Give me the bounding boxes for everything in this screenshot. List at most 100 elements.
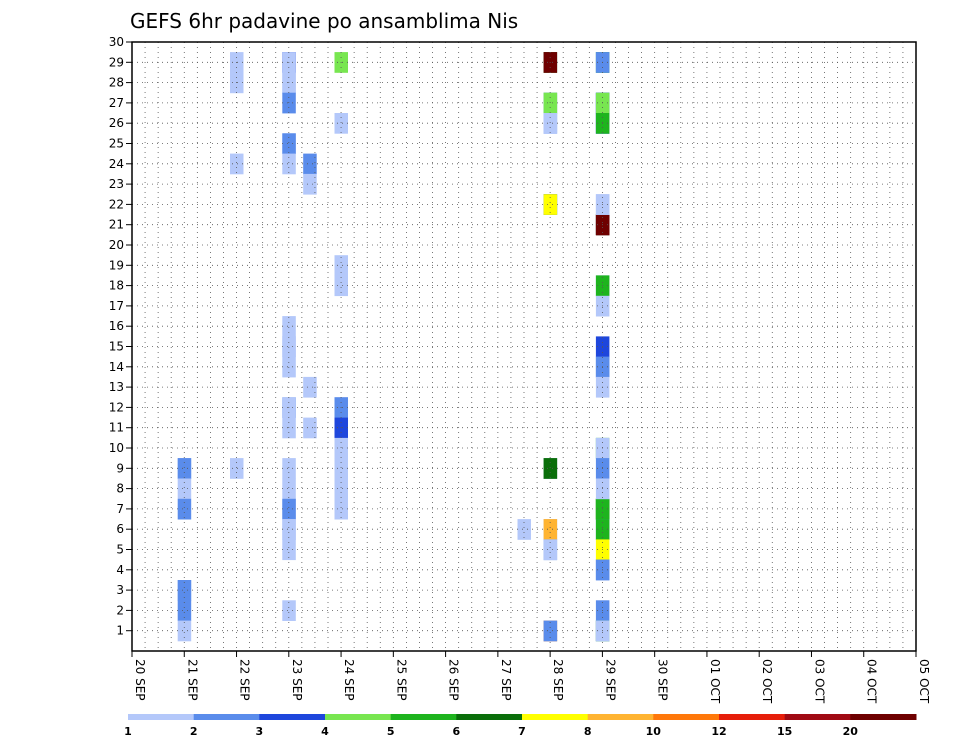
colorbar-segment: [193, 714, 260, 720]
y-tick-label: 8: [116, 482, 124, 496]
heatmap-cell: [177, 600, 192, 621]
y-tick-label: 6: [116, 522, 124, 536]
heatmap-cell: [282, 133, 296, 154]
heatmap-cell: [543, 113, 558, 134]
x-tick-label: 02 OCT: [760, 659, 774, 704]
heatmap-cell: [303, 173, 317, 195]
y-tick-label: 14: [109, 360, 124, 374]
x-axis: 20 SEP 21 SEP 22 SEP 23 SEP 24 SEP 25 SEP 26 S…: [131, 651, 931, 704]
heatmap-cell: [177, 458, 192, 479]
y-tick-label: 25: [109, 137, 124, 151]
x-tick-label: 20 SEP: [133, 659, 147, 701]
colorbar-segment: [522, 714, 589, 720]
heatmap-cell: [543, 92, 558, 114]
y-tick-label: 15: [109, 340, 124, 354]
x-tick-label: 24 SEP: [342, 659, 356, 701]
x-tick-label: 05 OCT: [917, 659, 931, 704]
y-tick-label: 7: [116, 502, 124, 516]
y-tick-label: 16: [109, 319, 124, 333]
heatmap-cell: [543, 458, 558, 479]
colorbar-label: 10: [646, 725, 662, 738]
colorbar-segment: [719, 714, 786, 720]
heatmap-cell: [517, 519, 531, 540]
colorbar-label: 1: [124, 725, 132, 738]
heatmap-cell: [282, 153, 296, 175]
x-tick-label: 21 SEP: [185, 659, 199, 701]
heatmap-cell: [543, 539, 558, 561]
x-tick-label: 26 SEP: [447, 659, 461, 701]
heatmap-cell: [177, 478, 192, 500]
colorbar-legend: 1 2 3 4 5 6 7 8 10 12 15 20: [124, 714, 917, 738]
y-tick-label: 28: [109, 76, 124, 90]
heatmap-cell: [303, 376, 317, 398]
heatmap-cell: [282, 539, 296, 561]
colorbar-segment: [390, 714, 457, 720]
y-tick-label: 23: [109, 177, 124, 191]
colorbar-segment: [784, 714, 851, 720]
colorbar-label: 15: [777, 725, 792, 738]
y-tick-label: 17: [109, 299, 124, 313]
x-tick-label: 30 SEP: [656, 659, 670, 701]
y-axis: 1234567891011121314151617181920212223242…: [109, 35, 132, 638]
y-tick-label: 2: [116, 603, 124, 617]
heatmap-cell: [230, 458, 244, 479]
heatmap-cell: [282, 316, 296, 337]
y-tick-label: 9: [116, 461, 124, 475]
heatmap-cell: [177, 620, 192, 642]
plot-frame: [131, 41, 917, 652]
heatmap-cell: [177, 498, 192, 520]
x-tick-label: 03 OCT: [812, 659, 826, 704]
y-tick-label: 26: [109, 116, 124, 130]
heatmap-cell: [282, 336, 296, 358]
heatmap-cell: [334, 458, 348, 479]
x-tick-label: 25 SEP: [394, 659, 408, 701]
y-tick-label: 11: [109, 421, 124, 435]
heatmap-cell: [543, 620, 558, 642]
heatmap-cell: [303, 153, 317, 175]
y-tick-label: 18: [109, 279, 124, 293]
heatmap-cell: [543, 519, 558, 540]
colorbar-segment: [128, 714, 195, 720]
heatmap-cell: [543, 194, 558, 215]
x-tick-label: 27 SEP: [499, 659, 513, 701]
x-tick-label: 28 SEP: [551, 659, 565, 701]
y-tick-label: 20: [109, 238, 124, 252]
colorbar-segment: [325, 714, 392, 720]
colorbar-label: 20: [843, 725, 859, 738]
colorbar-label: 12: [711, 725, 726, 738]
heatmap-cell: [334, 113, 348, 134]
y-tick-label: 13: [109, 380, 124, 394]
colorbar-label: 4: [321, 725, 329, 738]
y-tick-label: 5: [116, 543, 124, 557]
grid-lines: [132, 42, 916, 651]
y-tick-label: 22: [109, 197, 124, 211]
y-tick-label: 10: [109, 441, 124, 455]
heatmap-cell: [282, 478, 296, 500]
heatmap-cell: [282, 498, 296, 520]
x-tick-label: 23 SEP: [290, 659, 304, 701]
colorbar-label: 6: [452, 725, 460, 738]
heatmap-cell: [282, 458, 296, 479]
heatmap-cell: [303, 417, 317, 439]
colorbar-label: 2: [190, 725, 198, 738]
y-tick-label: 29: [109, 55, 124, 69]
heatmap-cell: [230, 153, 244, 175]
x-tick-label: 01 OCT: [708, 659, 722, 704]
colorbar-segment: [456, 714, 523, 720]
y-tick-label: 27: [109, 96, 124, 110]
y-tick-label: 3: [116, 583, 124, 597]
colorbar-segment: [653, 714, 720, 720]
heatmap-cell: [282, 600, 296, 621]
y-tick-label: 12: [109, 400, 124, 414]
heatmap-cell: [334, 498, 348, 520]
heatmap-cell: [334, 478, 348, 500]
colorbar-segment: [850, 714, 917, 720]
heatmap-cell: [334, 275, 348, 297]
heatmap-cell: [282, 92, 296, 114]
heatmap-cell: [177, 580, 192, 601]
y-tick-label: 19: [109, 258, 124, 272]
colorbar-segment: [259, 714, 326, 720]
colorbar-segment: [587, 714, 654, 720]
colorbar-label: 8: [584, 725, 592, 738]
